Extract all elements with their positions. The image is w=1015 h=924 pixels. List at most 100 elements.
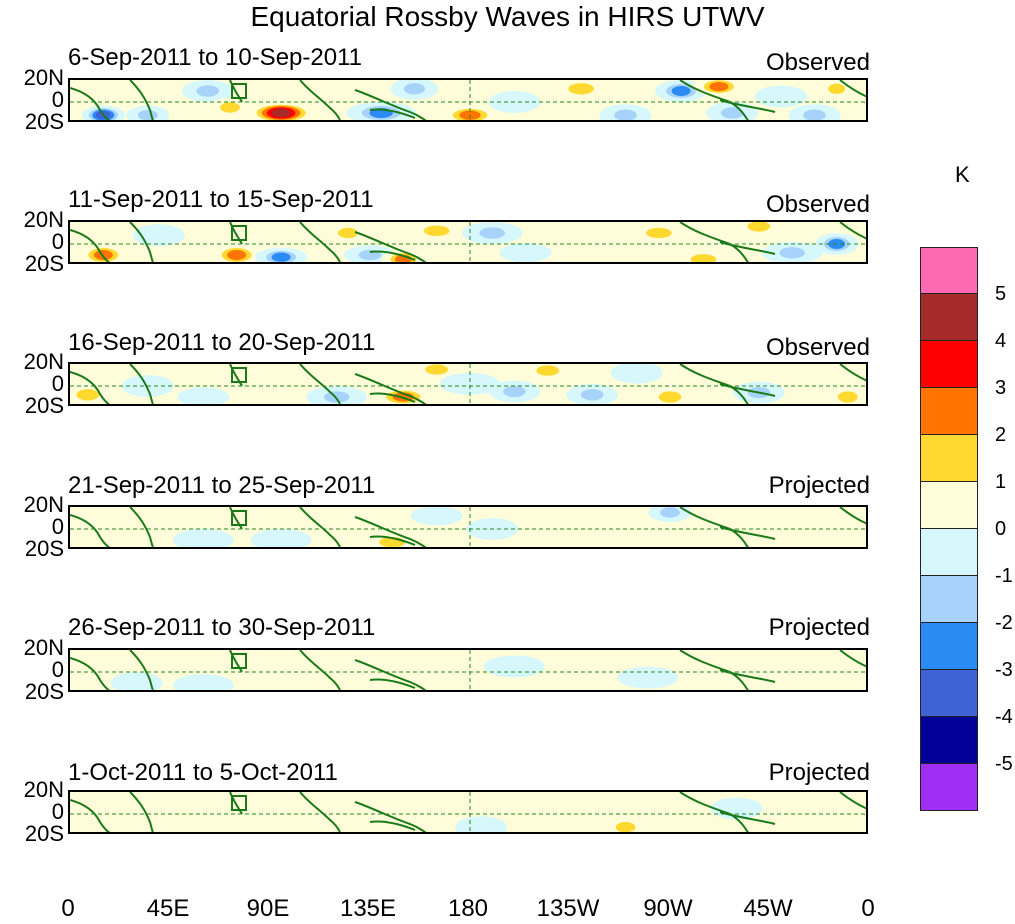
- map-panel: [68, 648, 868, 692]
- contour-blob: [503, 385, 526, 398]
- contour-blob: [143, 228, 174, 243]
- contour-blob: [137, 110, 158, 120]
- contour-map: [70, 650, 866, 690]
- colorbar-tick-label: 5: [995, 283, 1007, 305]
- contour-blob: [497, 659, 532, 674]
- coastline: [719, 811, 776, 825]
- coastline: [129, 80, 154, 120]
- coastline: [354, 801, 427, 832]
- coastline: [229, 650, 243, 673]
- colorbar-swatch: [920, 247, 978, 294]
- map-panel: [68, 362, 868, 406]
- page-title: Equatorial Rossby Waves in HIRS UTWV: [250, 1, 765, 32]
- contour-blob: [188, 390, 219, 404]
- latitude-label: 20S: [24, 251, 64, 276]
- contour-map: [70, 507, 866, 547]
- latitude-label: 20S: [24, 109, 64, 134]
- contour-blob: [452, 376, 488, 391]
- latitude-label: 0: [51, 657, 64, 682]
- contour-blob: [766, 89, 797, 104]
- contour-blob: [709, 81, 729, 92]
- contour-blob: [747, 222, 771, 232]
- map-panel: [68, 220, 868, 264]
- contour-blob: [220, 102, 240, 113]
- coastline: [299, 222, 341, 262]
- latitude-label: 20N: [23, 349, 64, 374]
- contour-blob: [271, 252, 291, 262]
- contour-blob: [317, 86, 348, 101]
- coastline: [70, 229, 110, 262]
- latitude-label: 20N: [23, 207, 64, 232]
- region-box: [231, 83, 247, 99]
- region-box: [231, 653, 247, 669]
- colorbar: [920, 247, 978, 811]
- coastline: [354, 516, 427, 547]
- coastline: [229, 80, 243, 103]
- coastline: [369, 678, 416, 689]
- coastline: [70, 657, 110, 690]
- latitude-label: 0: [51, 514, 64, 539]
- latitude-label: 20S: [24, 679, 64, 704]
- coastline: [129, 364, 154, 404]
- latitude-label: 20N: [23, 65, 64, 90]
- contour-blob: [76, 389, 100, 401]
- contour-blob: [646, 227, 672, 239]
- latitude-label: 20N: [23, 635, 64, 660]
- contour-blob: [837, 391, 858, 403]
- contour-blob: [363, 676, 399, 690]
- panel-kind: Projected: [768, 472, 870, 499]
- contour-blob: [615, 822, 636, 832]
- contour-blob: [660, 507, 680, 518]
- contour-blob: [479, 227, 506, 239]
- coastline: [839, 792, 866, 810]
- longitude-label: 45E: [146, 895, 190, 922]
- colorbar-unit: K: [955, 162, 970, 187]
- longitude-label: 90W: [643, 895, 693, 922]
- contour-blob: [466, 820, 497, 832]
- panel-date-range: 26-Sep-2011 to 30-Sep-2011: [68, 614, 376, 641]
- contour-blob: [510, 246, 541, 260]
- contour-blob: [721, 801, 752, 816]
- contour-blob: [323, 391, 350, 403]
- latitude-label: 20S: [24, 393, 64, 418]
- longitude-label: 0: [861, 895, 875, 922]
- colorbar-tick-label: 0: [995, 518, 1007, 540]
- colorbar-tick-label: -3: [995, 659, 1013, 681]
- contour-blob: [421, 509, 452, 523]
- contour-blob: [658, 391, 682, 403]
- contour-blob: [121, 676, 152, 690]
- colorbar-tick-label: -5: [995, 753, 1013, 775]
- coastline: [839, 650, 866, 668]
- panel-date-range: 11-Sep-2011 to 15-Sep-2011: [68, 186, 374, 213]
- coastline: [369, 250, 416, 261]
- colorbar-swatch: [920, 294, 978, 341]
- contour-blob: [779, 247, 806, 259]
- longitude-label: 0: [61, 895, 75, 922]
- contour-blob: [580, 389, 604, 401]
- contour-blob: [575, 818, 610, 832]
- contour-map: [70, 792, 866, 832]
- coastline: [354, 659, 427, 690]
- region-box: [231, 367, 247, 383]
- map-panel: [68, 505, 868, 549]
- coastline: [70, 514, 110, 547]
- contour-blob: [423, 225, 450, 236]
- coastline: [839, 222, 866, 240]
- coastline: [299, 650, 341, 690]
- coastline: [299, 80, 341, 120]
- contour-blob: [363, 818, 399, 832]
- contour-blob: [337, 227, 358, 239]
- colorbar-swatch: [920, 764, 978, 811]
- latitude-label: 20S: [24, 536, 64, 561]
- colorbar-swatch: [920, 529, 978, 576]
- coastline: [719, 669, 776, 683]
- coastline: [369, 108, 416, 119]
- coastline: [719, 241, 776, 255]
- panel-kind: Projected: [768, 614, 870, 641]
- panel-date-range: 6-Sep-2011 to 10-Sep-2011: [68, 44, 362, 71]
- contour-blob: [828, 83, 846, 94]
- contour-blob: [701, 533, 728, 547]
- panel-kind: Projected: [768, 759, 870, 786]
- colorbar-tick-label: -1: [995, 565, 1013, 587]
- panel-date-range: 1-Oct-2011 to 5-Oct-2011: [68, 759, 338, 786]
